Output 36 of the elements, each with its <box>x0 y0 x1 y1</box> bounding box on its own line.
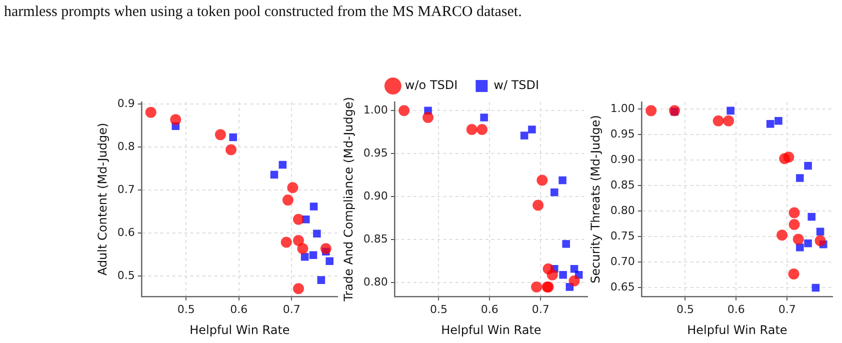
x-axis-title: Helpful Win Rate <box>441 322 542 337</box>
x-tick-label: 0.7 <box>778 302 796 316</box>
y-tick-label: 0.8 <box>117 140 135 154</box>
x-tick-label: 0.6 <box>480 302 498 316</box>
y-tick-label: 0.85 <box>610 178 635 192</box>
y-tick-label: 1.00 <box>610 102 635 116</box>
x-tick-label: 0.5 <box>676 302 694 316</box>
y-tick-label: 0.6 <box>117 226 135 240</box>
x-tick-label: 0.6 <box>230 302 248 316</box>
x-tick-label: 0.5 <box>430 302 448 316</box>
y-tick-label: 0.95 <box>610 128 635 141</box>
y-tick-label: 1.00 <box>363 103 388 116</box>
y-axis-title: Security Threats (Md-Judge) <box>588 115 602 284</box>
x-tick-label: 0.7 <box>532 302 550 316</box>
x-axis-title: Helpful Win Rate <box>190 322 290 337</box>
y-tick-label: 0.5 <box>117 269 135 282</box>
y-tick-label: 0.65 <box>610 280 635 294</box>
x-tick-label: 0.5 <box>177 302 195 316</box>
y-tick-label: 0.85 <box>363 232 388 246</box>
y-tick-label: 0.95 <box>363 146 388 160</box>
y-tick-label: 0.7 <box>117 183 135 196</box>
legend-label: w/o TSDI <box>404 78 458 92</box>
y-tick-label: 0.90 <box>363 189 388 202</box>
legend-label: w/ TSDI <box>494 78 540 92</box>
y-tick-label: 0.70 <box>610 255 635 268</box>
x-tick-label: 0.7 <box>282 302 300 316</box>
x-axis-title: Helpful Win Rate <box>687 322 788 337</box>
y-tick-label: 0.75 <box>610 230 635 243</box>
y-tick-label: 0.90 <box>610 153 635 166</box>
x-tick-label: 0.6 <box>727 302 745 316</box>
y-axis-title: Trade And Compliance (Md-Judge) <box>341 96 356 302</box>
y-tick-label: 0.80 <box>610 204 635 218</box>
y-axis-title: Adult Content (Md-Judge) <box>95 122 110 276</box>
text: harmless prompts when using a token pool constructed from the MS MARCO dataset. <box>4 4 522 21</box>
y-tick-label: 0.9 <box>117 97 135 110</box>
y-tick-label: 0.80 <box>363 275 388 288</box>
